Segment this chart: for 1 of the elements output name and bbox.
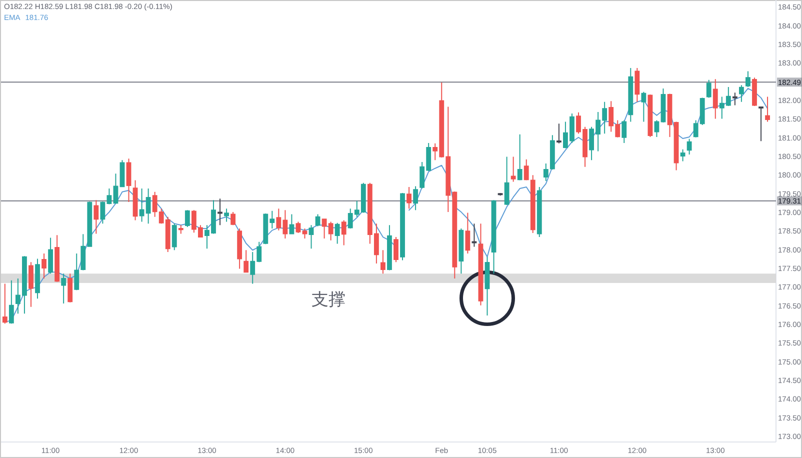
band-label: 支撑 xyxy=(312,290,346,309)
